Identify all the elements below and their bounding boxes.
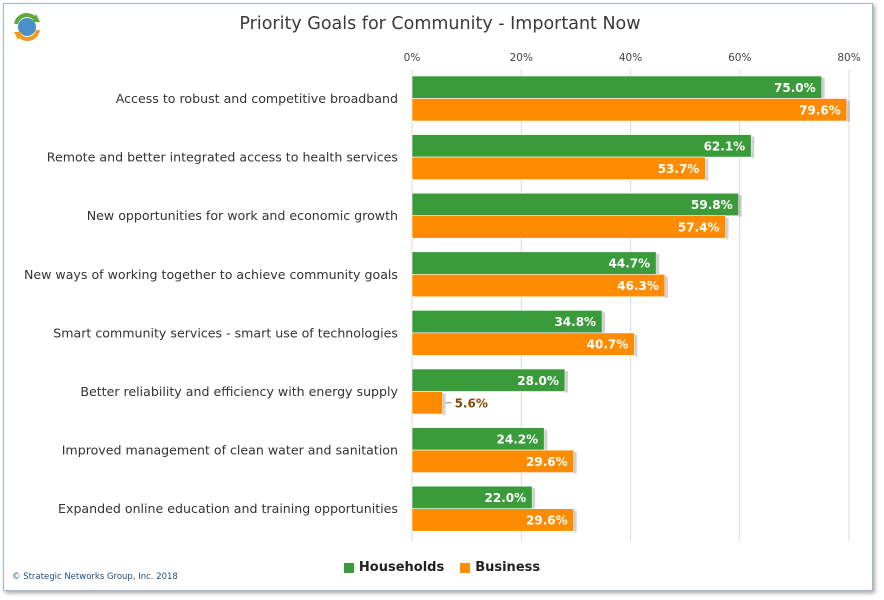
bar-shadow xyxy=(602,312,606,334)
bar-chart: 0% 20% 40% 60% 80% Access to robust and compe… xyxy=(24,52,861,541)
bar-shadow xyxy=(751,136,755,159)
x-tick-label: 0% xyxy=(404,52,421,64)
data-label: 59.8% xyxy=(691,198,733,212)
data-label: 46.3% xyxy=(617,279,659,293)
x-tick-label: 40% xyxy=(619,52,642,64)
legend-business-label: Business xyxy=(475,560,541,575)
bar-business xyxy=(411,449,574,473)
data-label: 24.2% xyxy=(497,432,539,446)
category-label: New opportunities for work and economic … xyxy=(87,208,398,223)
chart-title: Priority Goals for Community - Important… xyxy=(239,14,641,34)
category-label: New ways of working together to achieve … xyxy=(24,267,398,282)
bar-shadow xyxy=(664,276,668,298)
x-tick-label: 60% xyxy=(728,52,751,64)
data-label: 29.6% xyxy=(526,513,568,527)
bar-shadow xyxy=(573,510,577,533)
recycle-arrows-globe-icon xyxy=(14,13,40,41)
data-label: 75.0% xyxy=(774,81,816,95)
bar-households xyxy=(411,134,752,158)
category-label: Smart community services - smart use of … xyxy=(53,325,398,340)
legend-business-swatch xyxy=(460,562,471,573)
bar-shadow xyxy=(634,334,638,357)
bar-shadow xyxy=(544,429,548,452)
copyright-text: © Strategic Networks Group, Inc. 2018 xyxy=(12,572,178,582)
data-label: 29.6% xyxy=(526,455,568,469)
data-label: 22.0% xyxy=(485,491,527,505)
category-label: Expanded online education and training o… xyxy=(58,501,398,516)
category-label: Improved management of clean water and s… xyxy=(62,443,398,458)
data-label: 79.6% xyxy=(799,103,841,117)
legend-households-swatch xyxy=(343,562,354,573)
bar-business xyxy=(411,156,706,180)
bar-business xyxy=(411,273,666,298)
bar-households xyxy=(411,192,739,216)
bar-shadow xyxy=(656,253,660,276)
bar-business xyxy=(411,215,726,239)
bar-shadow xyxy=(705,159,709,181)
legend-households: Households xyxy=(343,560,445,575)
data-label: 53.7% xyxy=(658,162,700,176)
x-tick-label: 80% xyxy=(837,52,860,64)
bar-shadow xyxy=(573,452,577,474)
data-label: 40.7% xyxy=(587,338,629,352)
data-label: 5.6% xyxy=(455,396,488,410)
bar-business xyxy=(411,391,443,415)
bar-shadow xyxy=(532,488,536,510)
bar-shadow xyxy=(442,393,446,415)
data-label: 28.0% xyxy=(517,374,559,388)
data-label: 34.8% xyxy=(554,315,596,329)
category-label: Better reliability and efficiency with e… xyxy=(80,384,398,399)
data-label: 44.7% xyxy=(609,257,651,271)
data-label: 57.4% xyxy=(678,220,720,234)
bar-households xyxy=(411,75,822,99)
bar-business xyxy=(411,508,574,532)
bar-shadow xyxy=(564,371,568,393)
bar-business xyxy=(411,332,635,356)
bar-shadow xyxy=(725,217,729,240)
legend-business: Business xyxy=(460,560,540,575)
bar-households xyxy=(411,368,566,392)
legend-households-label: Households xyxy=(358,560,445,575)
data-label: 62.1% xyxy=(704,139,746,153)
bar-business xyxy=(411,98,848,122)
category-label: Remote and better integrated access to h… xyxy=(47,150,398,165)
bar-shadow xyxy=(846,100,850,122)
x-tick-label: 20% xyxy=(510,52,533,64)
bar-shadow xyxy=(738,195,742,217)
legend: Households Business xyxy=(0,560,884,575)
category-label: Access to robust and competitive broadba… xyxy=(116,91,398,106)
bar-shadow xyxy=(821,78,825,100)
